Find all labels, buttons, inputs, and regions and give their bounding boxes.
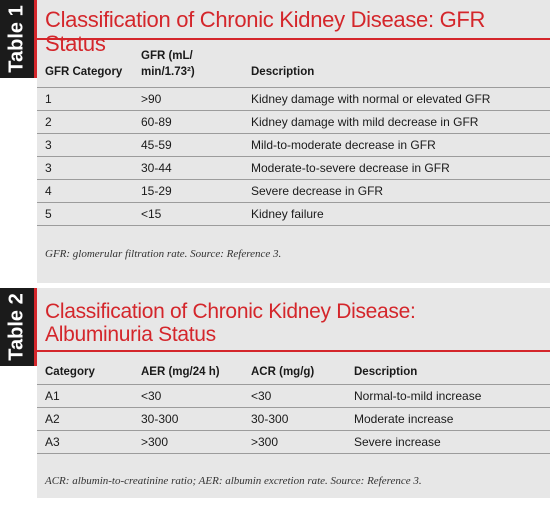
table-2-title-rule: [37, 350, 550, 352]
cell-description: Kidney damage with mild decrease in GFR: [251, 115, 479, 129]
table-row: A2 30-300 30-300 Moderate increase: [37, 407, 550, 430]
cell-description: Moderate-to-severe decrease in GFR: [251, 161, 450, 175]
table-1-panel: Classification of Chronic Kidney Disease…: [37, 0, 550, 283]
cell-description: Mild-to-moderate decrease in GFR: [251, 138, 436, 152]
table-2-title-line1: Classification of Chronic Kidney Disease…: [45, 300, 416, 323]
cell-gfr: >90: [141, 92, 162, 106]
table-row: 3 30-44 Moderate-to-severe decrease in G…: [37, 156, 550, 179]
table-1-title-rule: [37, 38, 550, 40]
cell-description: Normal-to-mild increase: [354, 389, 482, 403]
cell-description: Kidney damage with normal or elevated GF…: [251, 92, 491, 106]
header-gfr-line1: GFR (mL/: [141, 50, 193, 62]
cell-gfr: 60-89: [141, 115, 172, 129]
cell-acr: 30-300: [251, 412, 289, 426]
table-row: 1 >90 Kidney damage with normal or eleva…: [37, 87, 550, 110]
table-row: A3 >300 >300 Severe increase: [37, 430, 550, 453]
table-2-tab-label: Table 2: [5, 293, 28, 361]
table-row: 4 15-29 Severe decrease in GFR: [37, 179, 550, 202]
cell-category: 5: [45, 207, 52, 221]
cell-acr: >300: [251, 435, 279, 449]
table-row: A1 <30 <30 Normal-to-mild increase: [37, 384, 550, 407]
cell-category: 1: [45, 92, 52, 106]
header-acr: ACR (mg/g): [251, 366, 315, 378]
table-2-rows: A1 <30 <30 Normal-to-mild increase A2 30…: [37, 384, 550, 454]
table-2-panel: Classification of Chronic Kidney Disease…: [37, 288, 550, 498]
table-row: 3 45-59 Mild-to-moderate decrease in GFR: [37, 133, 550, 156]
header-gfr-line2: min/1.73²): [141, 66, 195, 78]
cell-acr: <30: [251, 389, 272, 403]
header-aer: AER (mg/24 h): [141, 366, 220, 378]
table-1-title: Classification of Chronic Kidney Disease…: [45, 7, 486, 56]
table-2-title: Classification of Chronic Kidney Disease…: [45, 300, 416, 346]
cell-gfr: <15: [141, 207, 162, 221]
table-1-tab: Table 1: [0, 0, 37, 78]
header-description: Description: [354, 366, 418, 378]
cell-gfr: 30-44: [141, 161, 172, 175]
header-category: Category: [45, 366, 95, 378]
table-1-bottom-rule: [37, 225, 550, 226]
table-1-footnote: GFR: glomerular filtration rate. Source:…: [45, 248, 282, 260]
table-2-bottom-rule: [37, 453, 550, 454]
cell-gfr: 45-59: [141, 138, 172, 152]
cell-gfr: 15-29: [141, 184, 172, 198]
cell-description: Moderate increase: [354, 412, 454, 426]
table-2: Table 2 Classification of Chronic Kidney…: [0, 288, 550, 498]
cell-aer: >300: [141, 435, 169, 449]
table-2-footnote: ACR: albumin-to-creatinine ratio; AER: a…: [45, 475, 422, 487]
cell-category: A3: [45, 435, 60, 449]
header-description: Description: [251, 66, 315, 78]
table-1: Table 1 Classification of Chronic Kidney…: [0, 0, 550, 283]
table-row: 2 60-89 Kidney damage with mild decrease…: [37, 110, 550, 133]
cell-aer: <30: [141, 389, 162, 403]
cell-aer: 30-300: [141, 412, 179, 426]
table-2-title-line2: Albuminuria Status: [45, 323, 216, 346]
cell-category: A2: [45, 412, 60, 426]
table-1-tab-label: Table 1: [5, 5, 28, 73]
cell-category: 4: [45, 184, 52, 198]
cell-category: 3: [45, 161, 52, 175]
cell-description: Kidney failure: [251, 207, 324, 221]
cell-category: 3: [45, 138, 52, 152]
header-gfr-category: GFR Category: [45, 66, 123, 78]
cell-description: Severe decrease in GFR: [251, 184, 384, 198]
table-2-tab: Table 2: [0, 288, 37, 366]
cell-category: A1: [45, 389, 60, 403]
table-row: 5 <15 Kidney failure: [37, 202, 550, 225]
table-1-rows: 1 >90 Kidney damage with normal or eleva…: [37, 87, 550, 226]
cell-description: Severe increase: [354, 435, 441, 449]
cell-category: 2: [45, 115, 52, 129]
